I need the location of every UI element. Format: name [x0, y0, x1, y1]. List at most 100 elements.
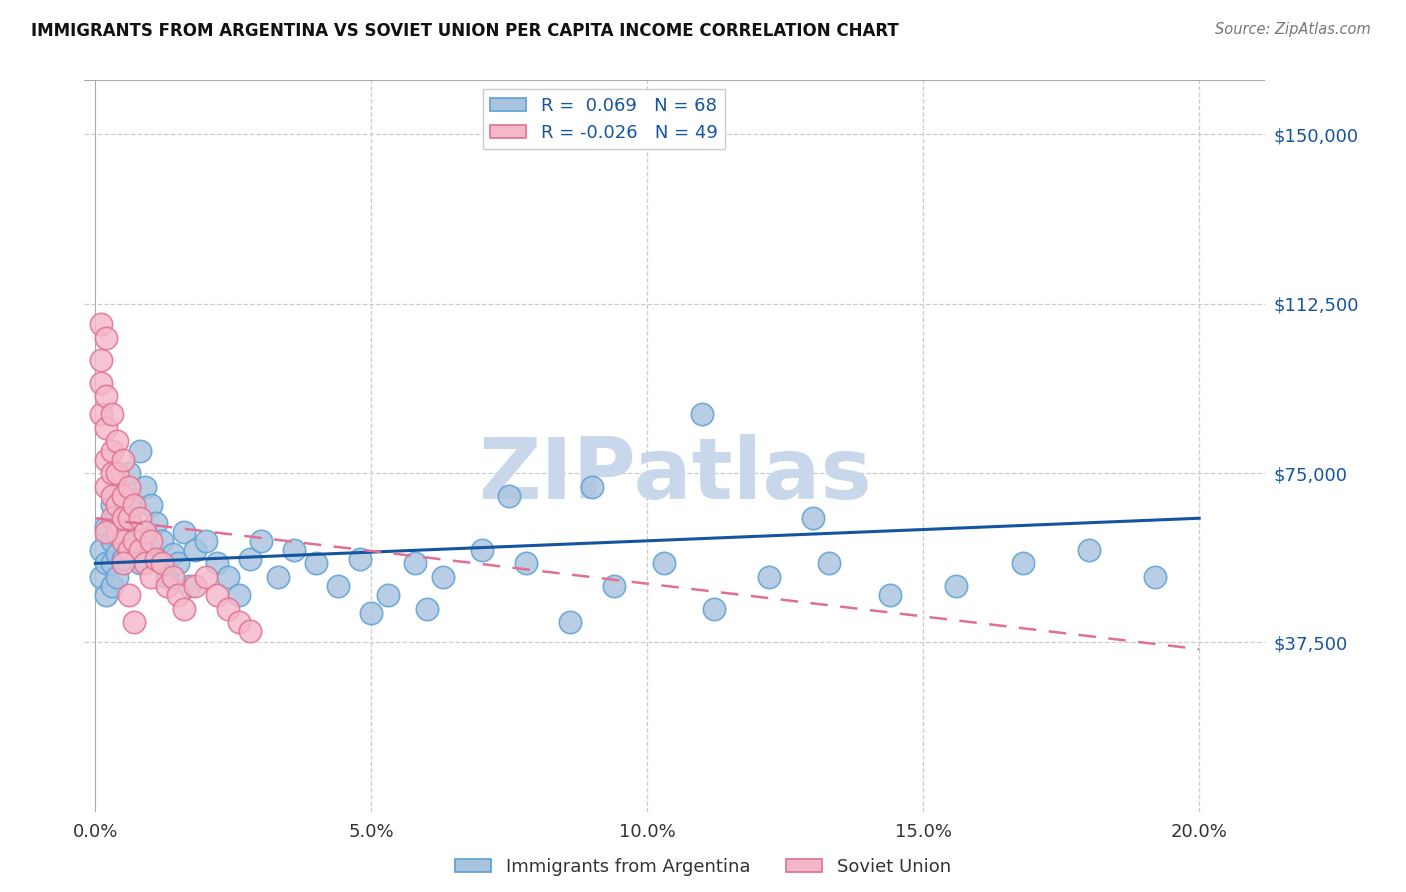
Point	[117, 511, 139, 525]
Point	[128, 557, 150, 571]
Point	[283, 542, 305, 557]
Point	[90, 353, 112, 368]
Point	[184, 542, 207, 557]
Point	[96, 452, 118, 467]
Text: ZIPatlas: ZIPatlas	[478, 434, 872, 516]
Point	[90, 542, 112, 557]
Point	[101, 533, 124, 548]
Point	[415, 601, 437, 615]
Point	[107, 434, 129, 449]
Point	[758, 570, 780, 584]
Point	[101, 511, 124, 525]
Point	[96, 520, 118, 534]
Legend: Immigrants from Argentina, Soviet Union: Immigrants from Argentina, Soviet Union	[449, 851, 957, 883]
Point	[652, 557, 675, 571]
Point	[702, 601, 724, 615]
Point	[581, 480, 603, 494]
Point	[217, 570, 239, 584]
Text: IMMIGRANTS FROM ARGENTINA VS SOVIET UNION PER CAPITA INCOME CORRELATION CHART: IMMIGRANTS FROM ARGENTINA VS SOVIET UNIO…	[31, 22, 898, 40]
Point	[150, 557, 173, 571]
Point	[139, 533, 162, 548]
Text: Source: ZipAtlas.com: Source: ZipAtlas.com	[1215, 22, 1371, 37]
Point	[1077, 542, 1099, 557]
Point	[101, 498, 124, 512]
Point	[128, 542, 150, 557]
Point	[101, 443, 124, 458]
Point	[145, 516, 167, 530]
Point	[184, 579, 207, 593]
Point	[101, 579, 124, 593]
Point	[117, 588, 139, 602]
Point	[515, 557, 537, 571]
Point	[266, 570, 288, 584]
Point	[134, 524, 156, 539]
Point	[603, 579, 626, 593]
Point	[111, 511, 134, 525]
Point	[111, 489, 134, 503]
Point	[111, 524, 134, 539]
Point	[101, 557, 124, 571]
Point	[96, 331, 118, 345]
Legend: R =  0.069   N = 68, R = -0.026   N = 49: R = 0.069 N = 68, R = -0.026 N = 49	[484, 89, 725, 149]
Point	[111, 452, 134, 467]
Point	[173, 524, 195, 539]
Point	[128, 511, 150, 525]
Point	[134, 524, 156, 539]
Point	[179, 579, 201, 593]
Point	[377, 588, 399, 602]
Point	[96, 421, 118, 435]
Point	[205, 557, 228, 571]
Point	[139, 498, 162, 512]
Point	[96, 389, 118, 403]
Point	[945, 579, 967, 593]
Point	[162, 570, 184, 584]
Point	[107, 498, 129, 512]
Point	[122, 533, 145, 548]
Point	[134, 480, 156, 494]
Point	[205, 588, 228, 602]
Point	[128, 443, 150, 458]
Point	[101, 489, 124, 503]
Point	[122, 533, 145, 548]
Point	[162, 547, 184, 561]
Point	[117, 511, 139, 525]
Point	[90, 317, 112, 331]
Point	[558, 615, 581, 629]
Point	[818, 557, 841, 571]
Point	[328, 579, 350, 593]
Point	[228, 588, 250, 602]
Point	[879, 588, 901, 602]
Point	[117, 466, 139, 480]
Point	[139, 570, 162, 584]
Point	[349, 552, 371, 566]
Point	[96, 588, 118, 602]
Point	[156, 579, 179, 593]
Point	[150, 533, 173, 548]
Point	[107, 570, 129, 584]
Point	[96, 480, 118, 494]
Point	[90, 570, 112, 584]
Point	[145, 552, 167, 566]
Point	[145, 552, 167, 566]
Point	[471, 542, 494, 557]
Point	[96, 524, 118, 539]
Point	[111, 552, 134, 566]
Point	[156, 570, 179, 584]
Point	[111, 489, 134, 503]
Point	[107, 511, 129, 525]
Point	[96, 557, 118, 571]
Point	[107, 466, 129, 480]
Point	[107, 524, 129, 539]
Point	[117, 542, 139, 557]
Point	[228, 615, 250, 629]
Point	[90, 376, 112, 390]
Point	[239, 552, 262, 566]
Point	[117, 542, 139, 557]
Point	[692, 408, 714, 422]
Point	[111, 533, 134, 548]
Point	[405, 557, 427, 571]
Point	[134, 557, 156, 571]
Point	[122, 498, 145, 512]
Point	[139, 542, 162, 557]
Point	[122, 498, 145, 512]
